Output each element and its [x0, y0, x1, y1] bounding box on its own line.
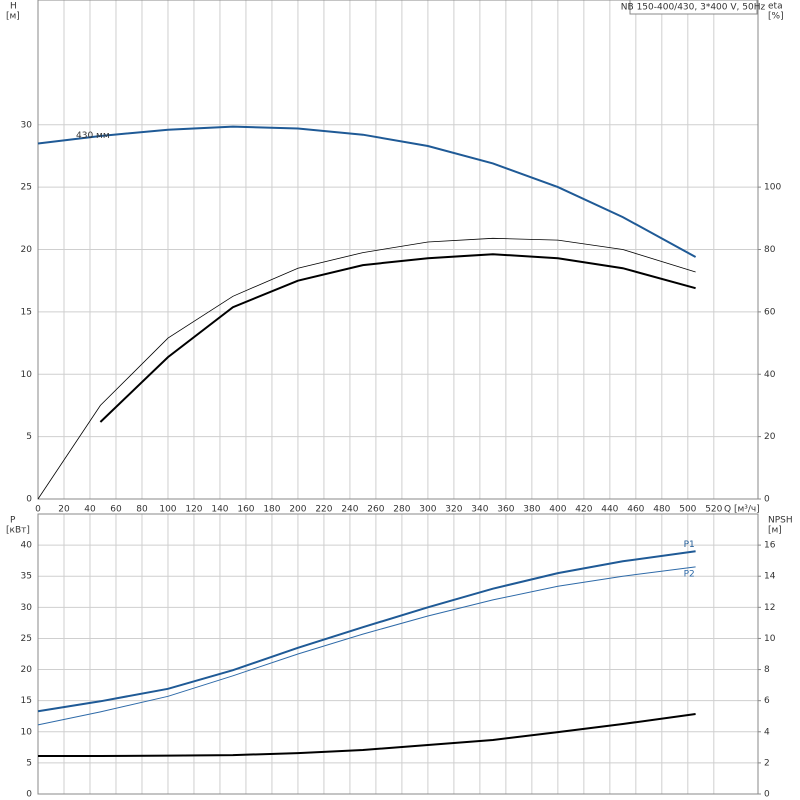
- y2-axis-label: NPSH: [768, 516, 793, 526]
- x-tick-label: 180: [263, 505, 280, 515]
- series-label: P2: [684, 569, 695, 579]
- x-tick-label: 0: [35, 505, 41, 515]
- y2-tick-label: 16: [764, 541, 776, 551]
- y2-tick-label: 14: [764, 572, 776, 582]
- y-tick-label: 5: [26, 432, 32, 442]
- y2-tick-label: 80: [764, 245, 776, 255]
- y2-tick-label: 60: [764, 307, 776, 317]
- y-tick-label: 10: [21, 727, 33, 737]
- y2-tick-label: 20: [764, 432, 776, 442]
- y2-tick-label: 8: [764, 665, 770, 675]
- y2-tick-label: 12: [764, 603, 775, 613]
- curve-annotation: 430 мм: [76, 131, 110, 141]
- y-tick-label: 20: [21, 665, 33, 675]
- x-tick-label: 160: [237, 505, 254, 515]
- x-tick-label: 260: [367, 505, 384, 515]
- y2-tick-label: 0: [764, 495, 770, 505]
- y-axis-unit: [кВт]: [6, 526, 30, 536]
- x-tick-label: 60: [110, 505, 122, 515]
- series-line: [37, 566, 696, 726]
- plot-frame: [37, 0, 759, 500]
- x-tick-label: 220: [315, 505, 332, 515]
- series-line: [37, 237, 696, 500]
- x-tick-label: 520: [705, 505, 722, 515]
- y-axis-label: H: [10, 2, 17, 12]
- series-line: [99, 253, 696, 423]
- series-line: [38, 713, 696, 757]
- y-tick-label: 10: [21, 370, 33, 380]
- y2-tick-label: 40: [764, 370, 776, 380]
- x-tick-label: 400: [549, 505, 566, 515]
- x-tick-label: 340: [471, 505, 488, 515]
- chart-title: NB 150-400/430, 3*400 V, 50Hz: [621, 3, 766, 13]
- y-tick-label: 0: [26, 495, 32, 505]
- y-tick-label: 15: [21, 307, 32, 317]
- y-tick-label: 30: [21, 603, 33, 613]
- plot-frame: [37, 513, 759, 795]
- series-line: [37, 550, 696, 713]
- y2-tick-label: 10: [764, 634, 776, 644]
- y-tick-label: 25: [21, 634, 32, 644]
- x-tick-label: 480: [653, 505, 670, 515]
- x-tick-label: 240: [341, 505, 358, 515]
- x-tick-label: 360: [497, 505, 514, 515]
- y-tick-label: 40: [21, 541, 33, 551]
- x-tick-label: 460: [627, 505, 644, 515]
- y2-axis-unit: [%]: [768, 12, 784, 22]
- x-tick-label: 440: [601, 505, 618, 515]
- x-tick-label: 100: [159, 505, 176, 515]
- x-tick-label: 40: [84, 505, 96, 515]
- x-tick-label: 200: [289, 505, 306, 515]
- y2-tick-label: 0: [764, 790, 770, 800]
- y-axis-unit: [м]: [6, 12, 20, 22]
- x-tick-label: 320: [445, 505, 462, 515]
- x-tick-label: 80: [136, 505, 148, 515]
- x-tick-label: 420: [575, 505, 592, 515]
- y-tick-label: 35: [21, 572, 32, 582]
- x-tick-label: 20: [58, 505, 70, 515]
- x-tick-label: 120: [185, 505, 202, 515]
- series-line: [37, 125, 697, 258]
- y2-tick-label: 100: [764, 183, 781, 193]
- x-tick-label: 280: [393, 505, 410, 515]
- x-tick-label: 300: [419, 505, 436, 515]
- y-tick-label: 5: [26, 758, 32, 768]
- y-tick-label: 25: [21, 183, 32, 193]
- y2-axis-label: eta: [768, 2, 783, 12]
- y-axis-label: P: [10, 516, 16, 526]
- x-tick-label: 380: [523, 505, 540, 515]
- y2-tick-label: 2: [764, 758, 770, 768]
- title-box: [629, 0, 758, 15]
- series-label: P1: [684, 540, 695, 550]
- y-tick-label: 15: [21, 696, 32, 706]
- x-tick-label: 500: [679, 505, 696, 515]
- y-tick-label: 0: [26, 790, 32, 800]
- y2-tick-label: 6: [764, 696, 770, 706]
- y2-axis-unit: [м]: [768, 526, 782, 536]
- x-tick-label: 140: [211, 505, 228, 515]
- y2-tick-label: 4: [764, 727, 770, 737]
- y-tick-label: 30: [21, 120, 33, 130]
- y-tick-label: 20: [21, 245, 33, 255]
- x-axis-label: Q [м³/ч]: [724, 505, 760, 515]
